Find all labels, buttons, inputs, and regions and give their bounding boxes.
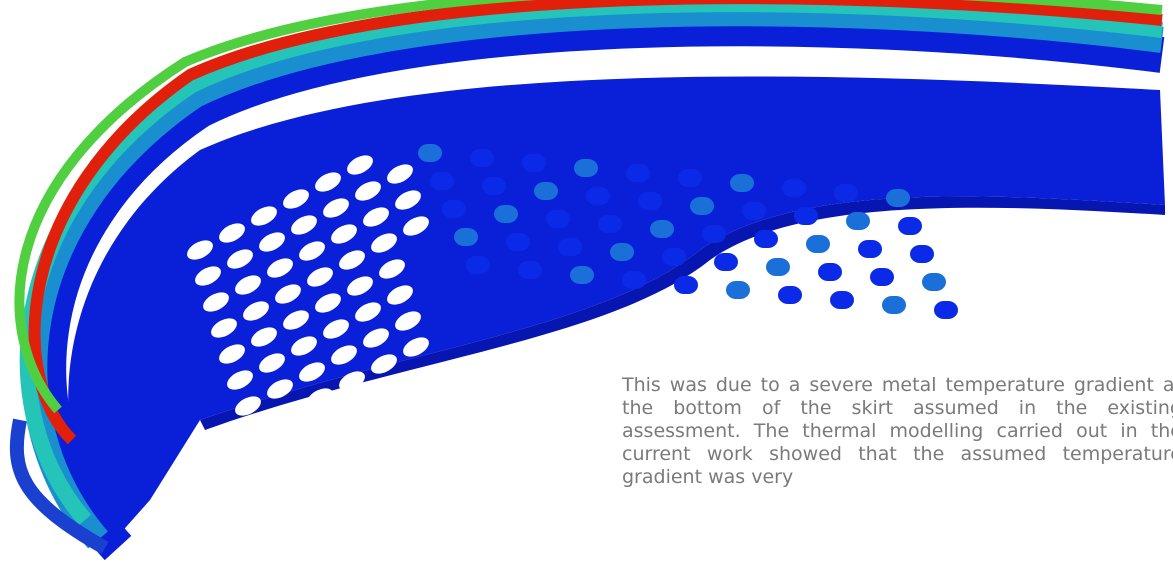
tube-stub	[626, 164, 650, 182]
page: This was due to a severe metal temperatu…	[0, 0, 1173, 568]
tube-stub	[806, 235, 830, 253]
tube-stub	[534, 182, 558, 200]
tube-stub	[702, 225, 726, 243]
tube-stub	[574, 159, 598, 177]
tube-stub	[922, 273, 946, 291]
body-text: This was due to a severe metal temperatu…	[622, 374, 1173, 489]
tube-stub	[674, 276, 698, 294]
tube-stub	[454, 228, 478, 246]
tube-stub	[418, 144, 442, 162]
tube-stub	[846, 212, 870, 230]
tube-stub	[638, 192, 662, 210]
hole	[240, 418, 272, 445]
tube-stub	[794, 207, 818, 225]
tube-stub	[506, 233, 530, 251]
tube-stub	[754, 230, 778, 248]
tube-stub	[818, 263, 842, 281]
tube-stub	[898, 217, 922, 235]
tube-stub	[778, 286, 802, 304]
tube-stub	[858, 240, 882, 258]
tube-stub	[714, 253, 738, 271]
tube-stub	[558, 238, 582, 256]
tube-stub	[570, 266, 594, 284]
tube-stub	[650, 220, 674, 238]
tube-stub	[622, 271, 646, 289]
tube-stub	[482, 177, 506, 195]
tube-stub	[730, 174, 754, 192]
tube-stub	[678, 169, 702, 187]
tube-stub	[834, 184, 858, 202]
tube-stub	[442, 200, 466, 218]
tube-stub	[690, 197, 714, 215]
tube-stub	[882, 296, 906, 314]
tube-stub	[522, 154, 546, 172]
tube-stub	[610, 243, 634, 261]
tube-stub	[766, 258, 790, 276]
tube-stub	[886, 189, 910, 207]
tube-stub	[598, 215, 622, 233]
tube-stub	[830, 291, 854, 309]
tube-stub	[494, 205, 518, 223]
tube-stub	[466, 256, 490, 274]
tube-stub	[782, 179, 806, 197]
tube-stub	[430, 172, 454, 190]
tube-stub	[586, 187, 610, 205]
tube-stub	[726, 281, 750, 299]
tube-stub	[742, 202, 766, 220]
tube-stub	[546, 210, 570, 228]
tube-stub	[518, 261, 542, 279]
tube-stub	[870, 268, 894, 286]
tube-stub	[910, 245, 934, 263]
tube-stub	[470, 149, 494, 167]
tube-stub	[662, 248, 686, 266]
tube-stub	[934, 301, 958, 319]
